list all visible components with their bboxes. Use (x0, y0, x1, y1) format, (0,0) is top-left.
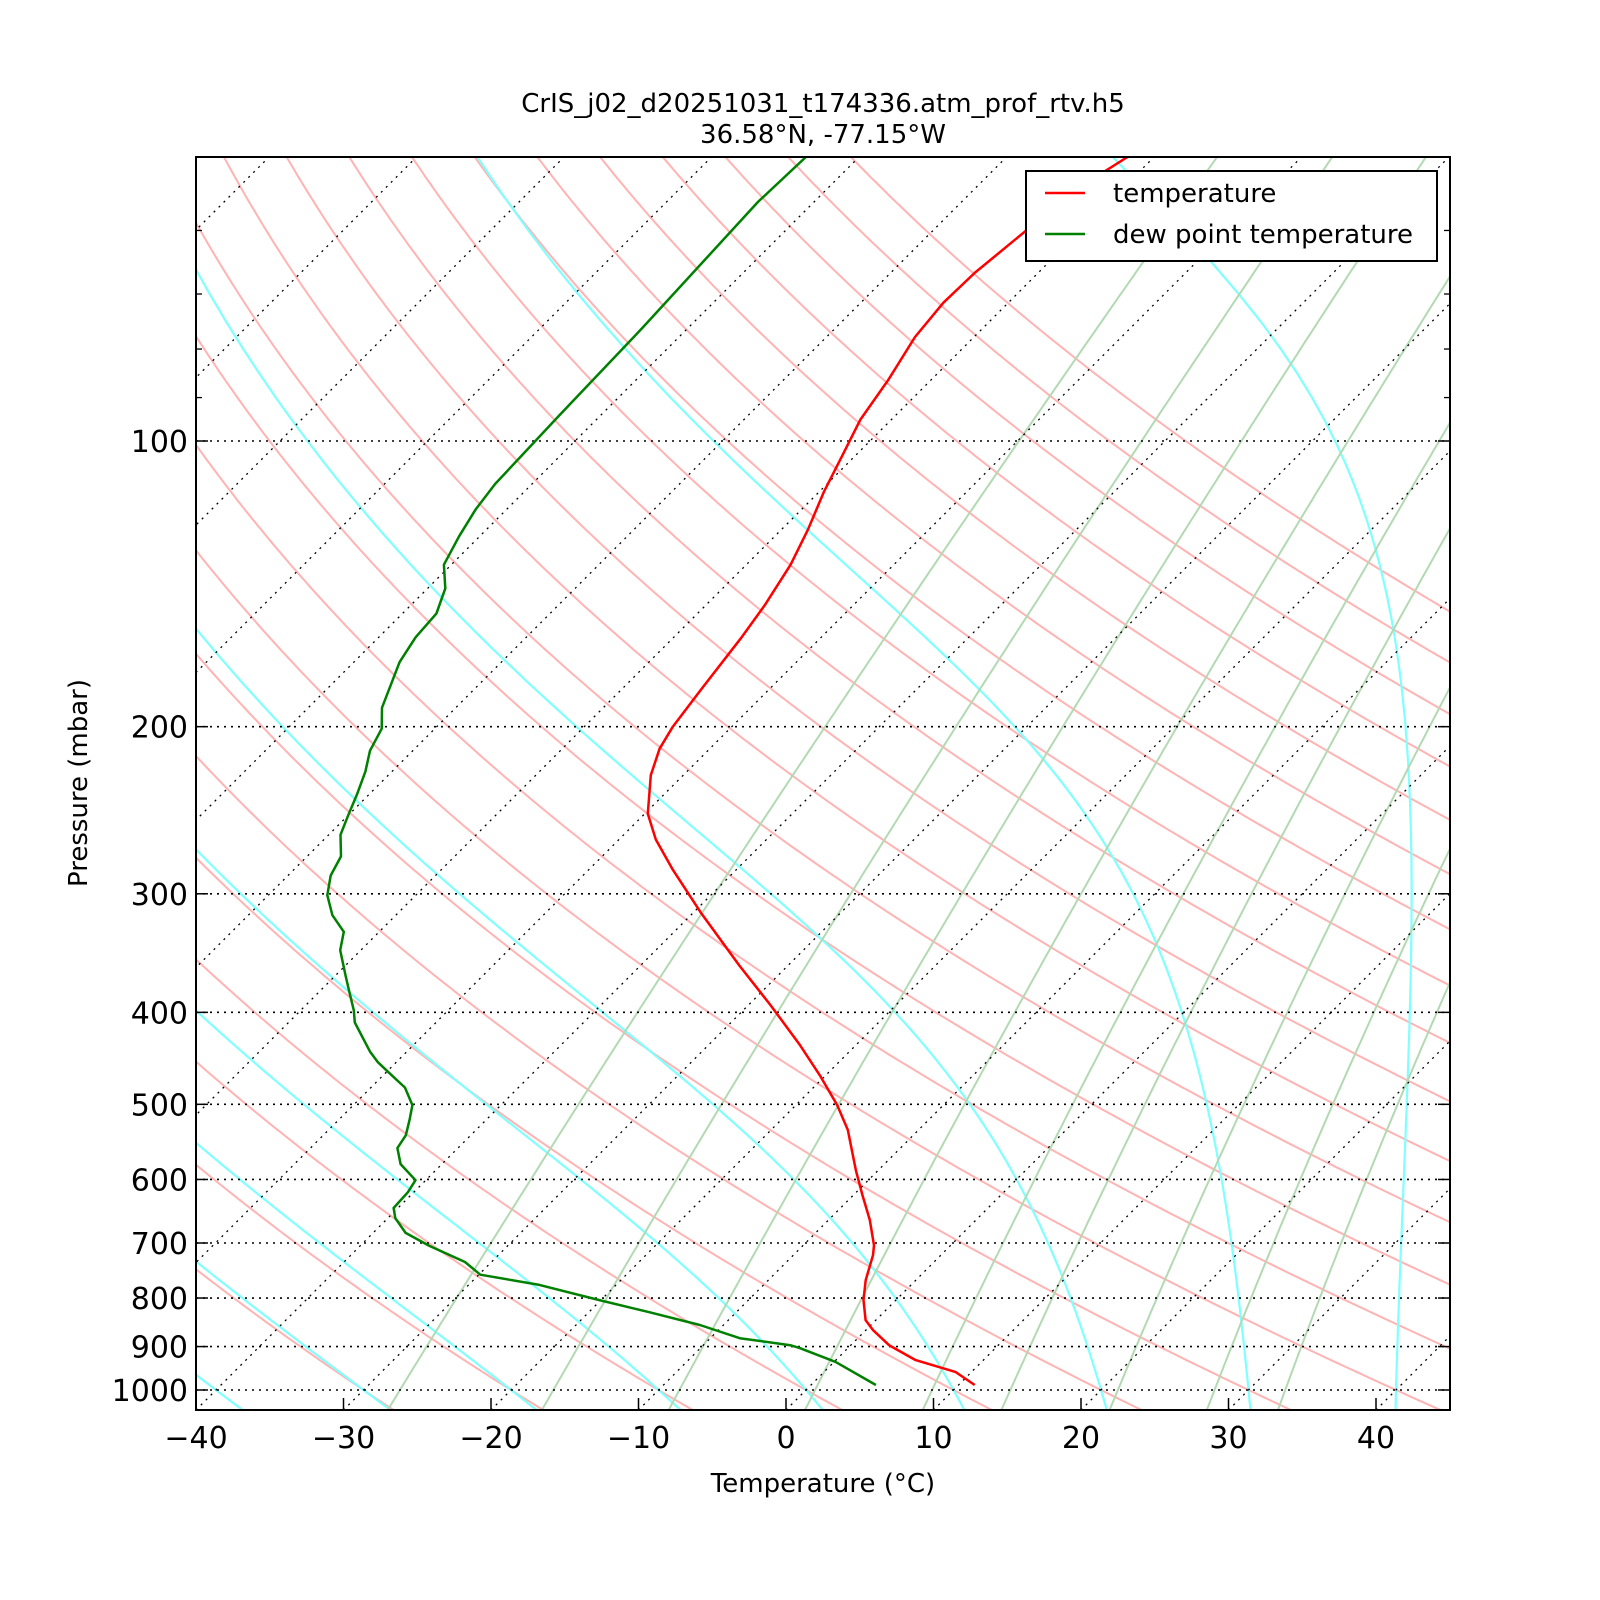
mixing-ratio-line (386, 157, 1219, 1410)
isotherm-gridline (637, 597, 1450, 1410)
dry-adiabat-line (196, 443, 1450, 1350)
moist-adiabat-line (196, 847, 825, 1410)
dry-adiabat-line (473, 157, 1450, 931)
legend-label-temperature: temperature (1113, 179, 1276, 209)
mixing-ratio-line (1000, 526, 1450, 1410)
y-tick-label: 200 (131, 711, 188, 746)
plot-frame (195, 156, 1451, 1411)
dry-adiabat-line (598, 157, 1450, 822)
moist-adiabat-line (196, 626, 966, 1410)
isotherm-gridline (342, 302, 1450, 1410)
data-series (326, 157, 1129, 1387)
y-tick-label: 600 (131, 1163, 188, 1198)
isotherm-gridline (1523, 63, 1600, 1410)
dry-adiabat-line (724, 157, 1450, 716)
isotherm-gridline (1227, 1187, 1450, 1410)
isotherm-gridline (196, 157, 1155, 1116)
isotherm-gridline (196, 157, 860, 821)
legend-box (1025, 170, 1438, 262)
y-tick-label: 700 (131, 1227, 188, 1262)
y-tick-label: 1000 (112, 1374, 188, 1409)
chart-title-line-2: 36.58°N, -77.15°W (700, 120, 946, 150)
y-tick-label: 300 (131, 878, 188, 913)
legend: temperature dew point temperature (1025, 170, 1438, 262)
x-tick-label: −30 (312, 1421, 375, 1456)
dry-adiabat-line (410, 157, 1450, 987)
isotherm-gridline (196, 157, 1008, 969)
moist-adiabat-line (196, 1260, 393, 1410)
isotherm-gridline (196, 157, 1303, 1264)
isotherm-gridline (1375, 1335, 1450, 1410)
dry-adiabat-line (222, 157, 1450, 1163)
moist-adiabat-line (196, 1373, 245, 1410)
temperature-line (646, 157, 1129, 1387)
y-tick-label: 100 (131, 425, 188, 460)
dewpoint-line (326, 157, 877, 1387)
isotherm-gridline (490, 450, 1450, 1410)
dry-adiabat-line (348, 157, 1450, 1045)
gridlines (0, 63, 1600, 1410)
isotherm-gridline (932, 892, 1450, 1410)
moist-adiabat-line (196, 1009, 683, 1410)
x-tick-label: 0 (776, 1421, 795, 1456)
moist-adiabat-line (1541, 112, 1600, 1412)
chart-title-line-1: CrIS_j02_d20251031_t174336.atm_prof_rtv.… (521, 89, 1125, 119)
dry-adiabat-line (786, 157, 1450, 664)
dry-adiabat-line (196, 652, 1292, 1410)
dry-adiabat-line (285, 157, 1450, 1103)
x-tick-label: 20 (1062, 1421, 1100, 1456)
x-tick-label: −10 (607, 1421, 670, 1456)
dry-adiabat-line (196, 856, 993, 1410)
dry-adiabat-line (196, 220, 1450, 1224)
mixing-ratio-line (1205, 846, 1450, 1410)
dry-adiabat-line (849, 157, 1450, 613)
mixing-ratio-line (1276, 979, 1450, 1410)
isotherm-gridline (196, 157, 713, 674)
y-axis-label: Pressure (mbar) (64, 679, 94, 887)
y-tick-label: 500 (131, 1088, 188, 1123)
background-lines (196, 112, 1600, 1412)
dry-adiabat-line (196, 1163, 544, 1410)
mixing-ratio-line (540, 157, 1334, 1410)
mixing-ratio-line (667, 157, 1428, 1410)
y-tick-label: 400 (131, 996, 188, 1031)
legend-label-dewpoint: dew point temperature (1113, 220, 1413, 250)
mixing-ratio-line (921, 420, 1450, 1410)
y-tick-label: 800 (131, 1282, 188, 1317)
x-tick-label: −20 (459, 1421, 522, 1456)
mixing-ratio-line (1108, 685, 1450, 1410)
dry-adiabat-line (196, 1060, 694, 1410)
dry-adiabat-line (196, 958, 843, 1410)
isotherm-gridline (196, 157, 1450, 1410)
x-tick-label: 10 (914, 1421, 952, 1456)
dry-adiabat-line (196, 548, 1442, 1410)
x-axis-label: Temperature (°C) (710, 1469, 935, 1499)
moist-adiabat-line (1111, 157, 1413, 1410)
isotherm-gridline (0, 63, 68, 1410)
y-tick-label: 900 (131, 1331, 188, 1366)
dry-adiabat-line (196, 754, 1143, 1410)
mixing-ratio-line (804, 274, 1450, 1410)
x-tick-label: 30 (1209, 1421, 1247, 1456)
moist-adiabat-line (476, 157, 1252, 1410)
dry-adiabat-line (536, 157, 1450, 876)
x-tick-label: −40 (164, 1421, 227, 1456)
x-tick-label: 40 (1357, 1421, 1395, 1456)
dry-adiabat-line (661, 157, 1450, 768)
moist-adiabat-line (196, 267, 1109, 1410)
dry-adiabat-line (196, 334, 1450, 1286)
